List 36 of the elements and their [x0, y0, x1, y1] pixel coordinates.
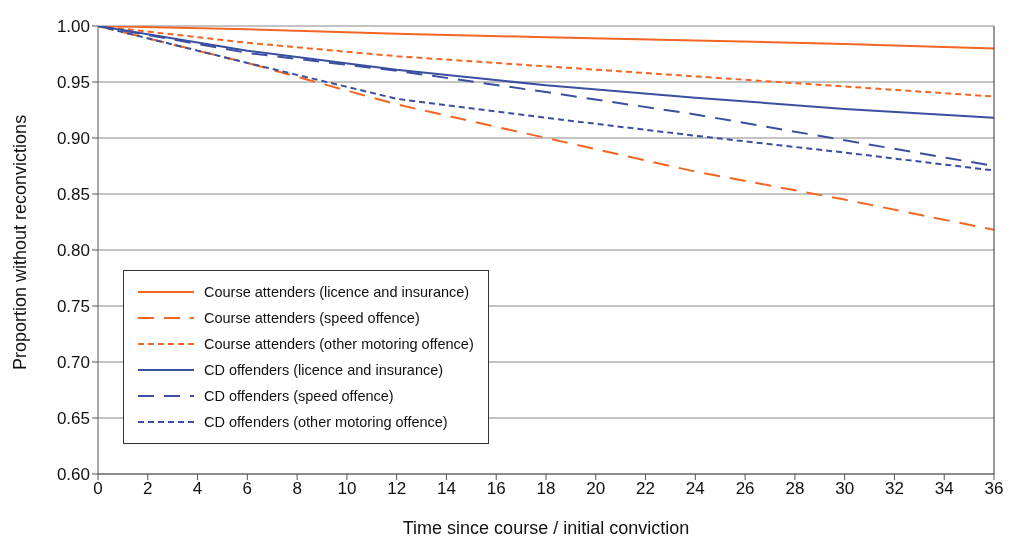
y-tick-label: 1.00	[56, 17, 90, 37]
x-tick-label: 16	[486, 479, 506, 499]
x-tick-label: 4	[192, 479, 203, 499]
legend-label: CD offenders (other motoring offence)	[204, 414, 448, 430]
x-tick-label: 26	[735, 479, 755, 499]
y-tick-label: 0.70	[56, 353, 90, 373]
legend-label: Course attenders (other motoring offence)	[204, 336, 474, 352]
legend-label: Course attenders (licence and insurance)	[204, 284, 470, 300]
x-tick-label: 10	[337, 479, 357, 499]
legend-label: CD offenders (speed offence)	[204, 388, 394, 404]
x-tick-label: 36	[984, 479, 1004, 499]
y-axis-title: Proportion without reconvictions	[10, 114, 31, 370]
x-tick-label: 22	[636, 479, 656, 499]
y-tick-label: 0.85	[56, 185, 90, 205]
x-tick-label: 2	[143, 479, 153, 499]
x-tick-label: 8	[292, 479, 302, 499]
y-tick-label: 0.65	[56, 409, 90, 429]
y-tick-label: 0.60	[56, 465, 90, 485]
legend-label: CD offenders (licence and insurance)	[204, 362, 444, 378]
x-tick-label: 24	[685, 479, 705, 499]
y-tick-label: 0.95	[56, 73, 90, 93]
x-tick-label: 30	[835, 479, 855, 499]
x-tick-label: 28	[785, 479, 805, 499]
legend-label: Course attenders (speed offence)	[204, 310, 420, 326]
x-tick-label: 18	[536, 479, 556, 499]
x-tick-label: 20	[586, 479, 606, 499]
y-tick-label: 0.80	[56, 241, 90, 261]
x-tick-label: 12	[387, 479, 407, 499]
y-tick-label: 0.90	[56, 129, 90, 149]
x-tick-label: 32	[884, 479, 904, 499]
x-tick-label: 34	[934, 479, 954, 499]
x-axis-title: Time since course / initial conviction	[402, 518, 690, 538]
y-tick-label: 0.75	[56, 297, 90, 317]
x-tick-label: 6	[242, 479, 253, 499]
x-tick-label: 14	[436, 479, 456, 499]
x-tick-label: 0	[93, 479, 103, 499]
